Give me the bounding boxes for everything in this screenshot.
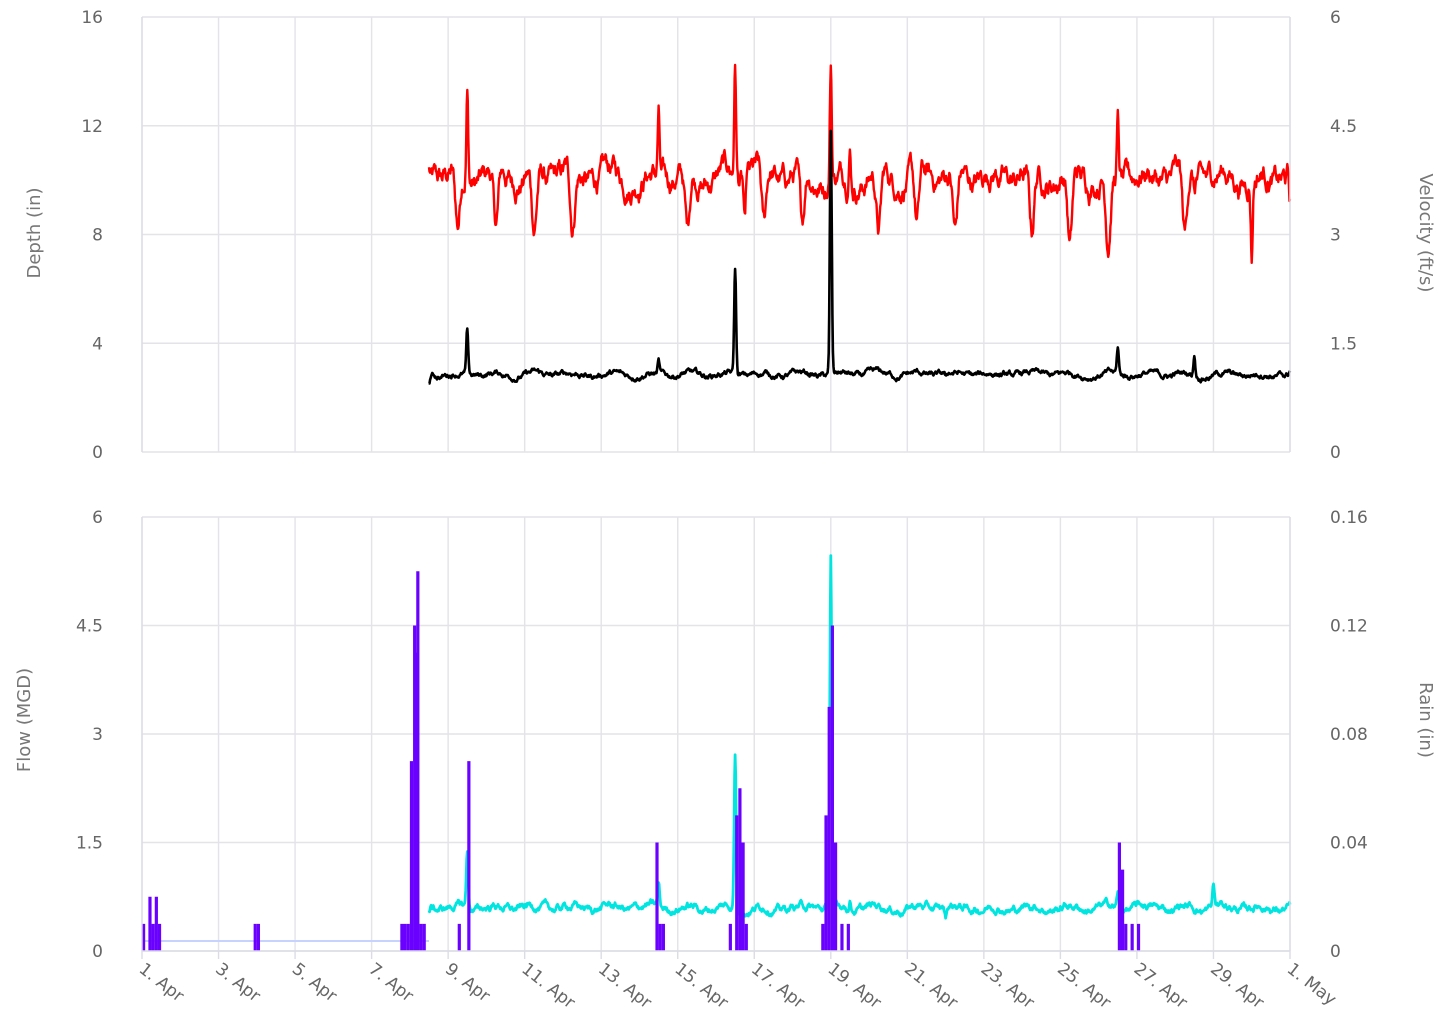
top-right-tick-label: 6 [1330, 8, 1341, 28]
top-right-axis-title: Velocity (ft/s) [1415, 174, 1436, 293]
rain-bar [828, 707, 831, 951]
rain-bar [1131, 924, 1134, 951]
rain-bar [662, 924, 665, 951]
grid-layer [142, 17, 1290, 951]
rain-bar [400, 924, 403, 951]
bottom-left-axis-title: Flow (MGD) [14, 668, 35, 772]
top-left-tick-label: 0 [92, 443, 103, 463]
x-tick-label: 1. Apr [135, 959, 188, 1006]
bottom-right-tick-label: 0.16 [1330, 508, 1368, 528]
bottom-left-tick-label: 1.5 [76, 834, 103, 854]
x-tick-label: 3. Apr [211, 959, 264, 1006]
bottom-right-tick-label: 0.08 [1330, 725, 1368, 745]
top-right-tick-label: 0 [1330, 443, 1341, 463]
rain-bar [1124, 924, 1127, 951]
rain-bar [735, 815, 738, 951]
rain-bar [155, 897, 158, 951]
rain-bar [254, 924, 257, 951]
top-right-tick-label: 3 [1330, 226, 1341, 246]
top-left-tick-label: 12 [81, 117, 103, 137]
bottom-right-tick-label: 0 [1330, 942, 1341, 962]
top-right-tick-label: 4.5 [1330, 117, 1357, 137]
rain-bar [467, 761, 470, 951]
top-left-tick-label: 4 [92, 334, 103, 354]
x-tick-label: 27. Apr [1130, 959, 1191, 1013]
x-tick-label: 13. Apr [594, 959, 655, 1013]
rain-bar [1121, 870, 1124, 951]
top-left-axis-title: Depth (in) [24, 187, 45, 278]
rain-bar [416, 571, 419, 951]
bottom-left-tick-label: 0 [92, 942, 103, 962]
rain-bar [458, 924, 461, 951]
rain-bar [1137, 924, 1140, 951]
velocity-series-line [429, 65, 1290, 263]
bottom-left-tick-label: 3 [92, 725, 103, 745]
top-left-tick-label: 8 [92, 226, 103, 246]
rain-bar [821, 924, 824, 951]
rain-bar [152, 924, 155, 951]
x-tick-label: 5. Apr [288, 959, 341, 1006]
top-right-tick-label: 1.5 [1330, 334, 1357, 354]
bottom-left-tick-label: 6 [92, 508, 103, 528]
x-tick-label: 9. Apr [441, 959, 494, 1006]
rain-bar [659, 924, 662, 951]
rain-bar [738, 788, 741, 951]
rain-bar [257, 924, 260, 951]
rain-bar [407, 924, 410, 951]
x-tick-label: 21. Apr [900, 959, 961, 1013]
x-tick-label: 17. Apr [747, 959, 808, 1013]
rain-bar [742, 843, 745, 952]
rain-bar [745, 924, 748, 951]
rain-bar [655, 843, 658, 952]
x-tick-label: 11. Apr [518, 959, 579, 1013]
rain-bar [831, 626, 834, 952]
rain-bar [410, 761, 413, 951]
series-layer [142, 65, 1290, 951]
rain-bar [158, 924, 161, 951]
rain-bar [834, 843, 837, 952]
x-tick-label: 25. Apr [1053, 959, 1114, 1013]
rain-bar [423, 924, 426, 951]
flow-series-line [429, 556, 1290, 919]
x-tick-label: 7. Apr [365, 959, 418, 1006]
bottom-left-tick-label: 4.5 [76, 617, 103, 637]
rain-bar [1118, 843, 1121, 952]
rain-bar [403, 924, 406, 951]
bottom-right-tick-label: 0.12 [1330, 617, 1368, 637]
rain-bar [824, 815, 827, 951]
x-tick-label: 23. Apr [977, 959, 1038, 1013]
rain-bar [840, 924, 843, 951]
bottom-right-tick-label: 0.04 [1330, 834, 1368, 854]
rain-bar [847, 924, 850, 951]
rain-bar [419, 924, 422, 951]
bottom-right-axis-title: Rain (in) [1415, 682, 1436, 758]
x-tick-label: 29. Apr [1206, 959, 1267, 1013]
rain-bar [729, 924, 732, 951]
x-tick-label: 15. Apr [671, 959, 732, 1013]
rain-bar [148, 897, 151, 951]
x-tick-label: 1. May [1283, 959, 1340, 1010]
x-tick-label: 19. Apr [824, 959, 885, 1013]
top-left-tick-label: 16 [81, 8, 103, 28]
